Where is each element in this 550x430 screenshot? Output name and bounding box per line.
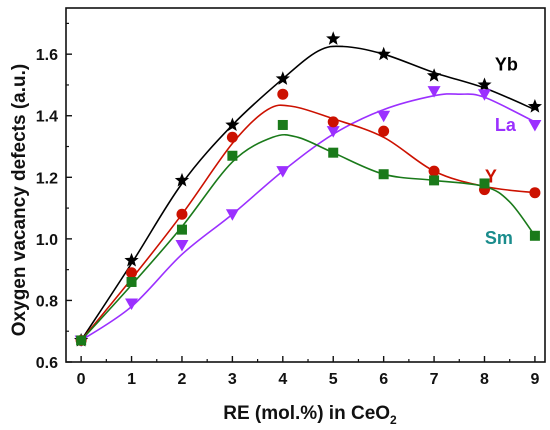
- x-tick-label: 5: [329, 371, 338, 388]
- data-point-y: [126, 267, 138, 279]
- plot-border: [65, 7, 546, 363]
- data-point-la: [276, 166, 290, 178]
- data-point-la: [377, 110, 391, 123]
- data-point-y: [428, 165, 440, 177]
- y-tick-label: 0.6: [36, 355, 58, 372]
- data-point-la: [427, 86, 441, 98]
- x-tick-label: 2: [178, 371, 187, 388]
- data-point-yb: [124, 252, 139, 267]
- data-point-yb: [275, 71, 290, 85]
- x-tick-label: 1: [127, 371, 136, 388]
- data-point-yb: [477, 77, 492, 91]
- x-tick-label: 4: [278, 371, 287, 388]
- data-point-yb: [225, 117, 240, 131]
- data-point-yb: [174, 172, 190, 187]
- data-point-sm: [429, 175, 440, 186]
- series-label-sm: Sm: [485, 228, 513, 248]
- data-point-sm: [176, 224, 187, 235]
- series-curve-la: [80, 93, 536, 342]
- x-tick-label: 9: [530, 371, 539, 388]
- data-point-y: [378, 125, 390, 137]
- series-labels: Yb La Y Sm: [485, 55, 518, 248]
- data-point-y: [226, 131, 238, 143]
- data-point-sm: [277, 119, 288, 130]
- x-tick-label: 0: [77, 371, 86, 388]
- x-tick-label: 8: [480, 371, 489, 388]
- data-point-la: [125, 298, 139, 311]
- series-curve-sm: [80, 133, 536, 342]
- data-point-sm: [227, 150, 238, 161]
- data-point-la: [326, 126, 340, 138]
- y-tick-label: 0.8: [36, 293, 58, 310]
- y-tick-label: 1.6: [36, 47, 58, 64]
- data-point-yb: [426, 68, 442, 82]
- x-tick-label: 7: [430, 371, 439, 388]
- y-axis-title: Oxygen vacancy defects (a.u.): [9, 64, 30, 336]
- data-point-sm: [479, 178, 490, 189]
- data-point-sm: [76, 335, 87, 346]
- data-point-y: [327, 116, 339, 128]
- data-point-sm: [126, 276, 137, 287]
- data-point-y: [277, 88, 289, 100]
- y-axis-ticks: 0.6 0.8 1.0 1.2 1.4 1.6: [36, 22, 72, 372]
- x-axis-ticks: 0 1 2 3 4 5 6 7 8 9: [77, 356, 539, 388]
- data-point-yb: [527, 99, 542, 113]
- y-tick-label: 1.0: [36, 232, 58, 249]
- y-tick-label: 1.2: [36, 170, 58, 187]
- series-curve-y: [80, 104, 535, 342]
- x-tick-label: 3: [228, 371, 237, 388]
- series-markers: [74, 31, 542, 347]
- data-point-la: [175, 240, 189, 252]
- series-label-la: La: [495, 115, 517, 135]
- data-point-yb: [326, 31, 341, 45]
- series-curve-yb: [80, 45, 536, 341]
- series-label-y: Y: [485, 167, 497, 187]
- data-point-y: [529, 187, 541, 199]
- data-point-la: [477, 89, 491, 101]
- x-tick-label: 6: [379, 371, 388, 388]
- plot-frame: [65, 7, 546, 363]
- data-point-la: [225, 209, 239, 221]
- data-point-sm: [378, 169, 389, 180]
- series-label-yb: Yb: [495, 55, 518, 75]
- data-point-sm: [529, 230, 540, 241]
- data-point-yb: [376, 46, 391, 61]
- data-point-y: [176, 208, 188, 220]
- x-axis-title: RE (mol.%) in CeO2: [223, 403, 397, 427]
- y-tick-label: 1.4: [36, 109, 58, 126]
- data-point-la: [528, 119, 542, 132]
- series-curves: [80, 45, 536, 342]
- data-point-sm: [328, 147, 339, 158]
